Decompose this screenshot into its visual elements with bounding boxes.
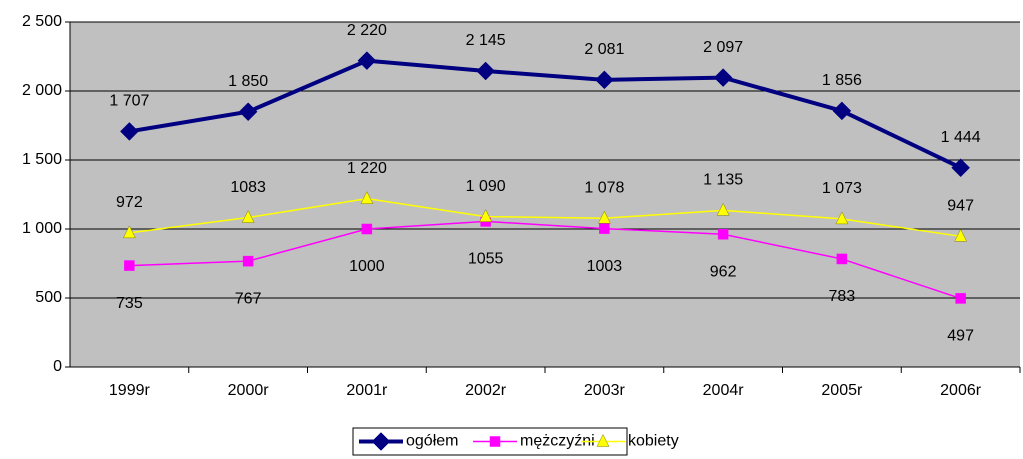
- y-tick-label: 2 000: [22, 82, 62, 99]
- x-tick-label: 2000r: [228, 382, 270, 399]
- series-line: [129, 197, 961, 238]
- data-label: 1003: [587, 258, 623, 275]
- x-tick-label: 2006r: [940, 382, 982, 399]
- point: [597, 210, 611, 224]
- data-label: 735: [116, 295, 143, 312]
- y-tick-label: 500: [35, 289, 62, 306]
- data-label: 1 444: [941, 129, 981, 146]
- data-label: 962: [710, 263, 737, 280]
- point: [238, 102, 258, 122]
- x-tick-label: 2002r: [465, 382, 507, 399]
- data-label: 1 220: [347, 160, 387, 177]
- legend: ogółem mężczyźni kobiety: [352, 427, 679, 456]
- x-tick-label: 2001r: [346, 382, 388, 399]
- legend-label: mężczyźni: [520, 433, 595, 450]
- series-line: [129, 220, 961, 300]
- y-tick-label: 2 500: [22, 13, 62, 30]
- legend-marker: [371, 432, 391, 451]
- point: [716, 202, 730, 216]
- y-tick-label: 0: [53, 358, 62, 375]
- x-tick-label: 1999r: [109, 382, 151, 399]
- data-label: 767: [235, 290, 262, 307]
- legend-label: ogółem: [406, 433, 458, 450]
- point: [955, 293, 966, 304]
- plot-area: [70, 22, 1020, 367]
- data-label: 2 097: [703, 39, 743, 56]
- point: [836, 253, 848, 265]
- point: [954, 228, 968, 242]
- point: [835, 211, 849, 225]
- data-label: 1 850: [228, 73, 268, 90]
- point: [951, 158, 970, 178]
- data-label: 783: [829, 288, 856, 305]
- data-label: 1 078: [584, 179, 624, 196]
- data-label: 1 856: [822, 72, 862, 89]
- data-label: 2 145: [466, 32, 506, 49]
- x-tick-label: 2004r: [703, 382, 745, 399]
- point: [242, 255, 254, 267]
- x-tick-label: 2003r: [584, 382, 626, 399]
- data-label: 1 090: [466, 178, 506, 195]
- point: [361, 223, 373, 235]
- point: [479, 209, 493, 222]
- point: [241, 209, 255, 223]
- legend-marker: [489, 436, 501, 447]
- data-label: 972: [116, 194, 143, 211]
- data-label: 1 135: [703, 172, 743, 189]
- point: [713, 68, 733, 87]
- point: [360, 191, 374, 204]
- data-label: 1000: [349, 258, 385, 275]
- y-tick-label: 1 500: [22, 151, 62, 168]
- point: [476, 61, 495, 81]
- data-label: 1055: [468, 251, 504, 268]
- data-label: 2 220: [347, 22, 387, 39]
- data-label: 1083: [230, 179, 266, 196]
- point: [832, 101, 852, 121]
- x-tick-label: 2005r: [821, 382, 863, 399]
- legend-label: kobiety: [628, 433, 679, 450]
- data-label: 1 073: [822, 180, 862, 197]
- point: [124, 260, 135, 271]
- point: [120, 122, 139, 141]
- data-label: 497: [947, 328, 974, 345]
- series-line: [129, 58, 962, 170]
- data-label: 2 081: [584, 41, 624, 58]
- legend-marker: [596, 433, 610, 447]
- point: [599, 223, 610, 234]
- point: [122, 225, 136, 239]
- point: [357, 51, 377, 70]
- data-label: 1 707: [109, 93, 149, 110]
- y-tick-label: 1 000: [22, 220, 62, 237]
- point: [717, 228, 729, 240]
- point: [595, 70, 614, 90]
- data-label: 947: [947, 198, 974, 215]
